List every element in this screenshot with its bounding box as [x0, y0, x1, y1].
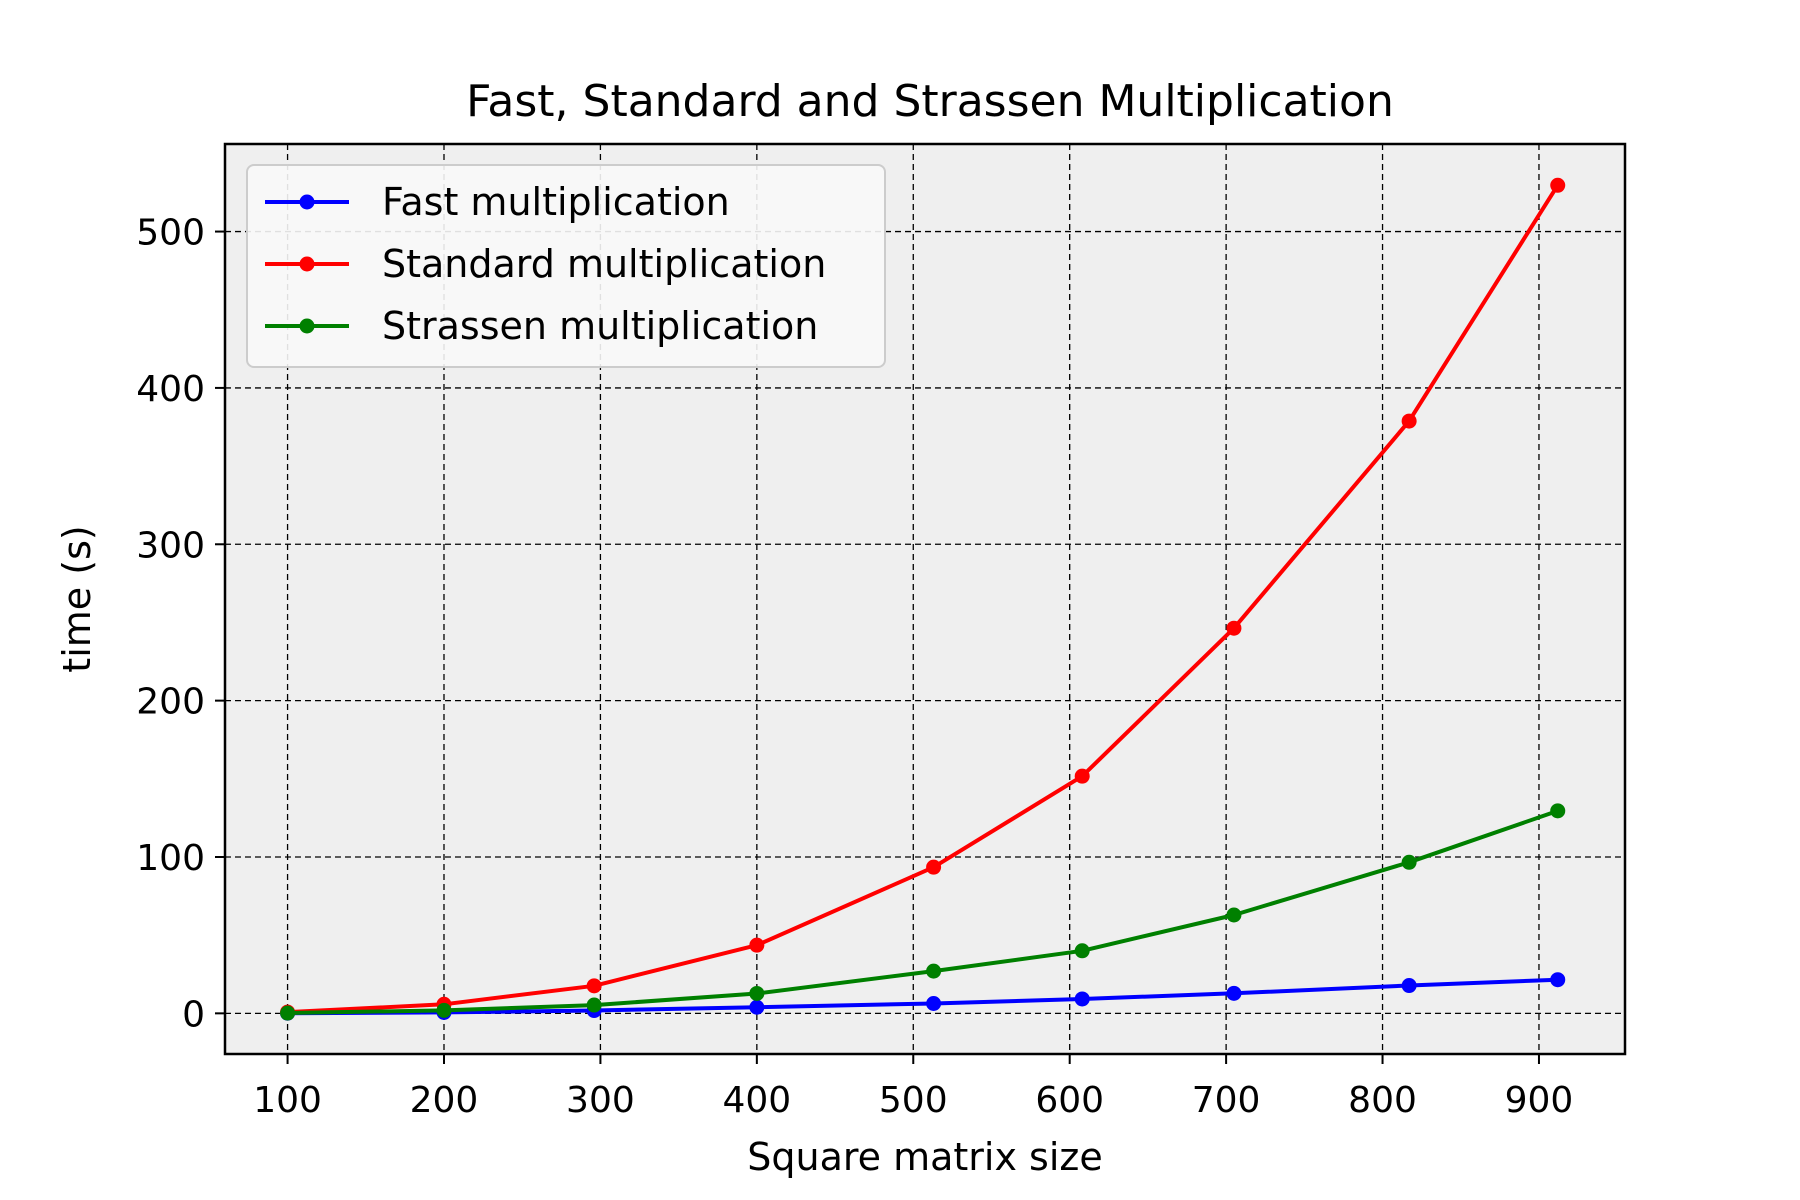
plot-frame — [223, 142, 1627, 1056]
data-point — [1226, 620, 1242, 636]
legend-entry: Standard multiplication — [265, 242, 826, 286]
x-tick-label: 600 — [1035, 1080, 1104, 1121]
y-tick-label: 500 — [136, 213, 205, 254]
data-point — [586, 978, 602, 994]
series-group — [280, 177, 1566, 1021]
data-point — [586, 997, 602, 1013]
data-point — [1226, 907, 1242, 923]
series-strassen — [280, 803, 1566, 1021]
data-point — [1401, 854, 1417, 870]
chart-title: Fast, Standard and Strassen Multiplicati… — [466, 76, 1394, 127]
data-point — [1401, 978, 1417, 994]
x-tick-label: 300 — [566, 1080, 635, 1121]
data-point — [926, 995, 942, 1011]
x-axis-label: Square matrix size — [747, 1135, 1103, 1179]
data-point — [436, 1002, 452, 1018]
data-point — [280, 1005, 296, 1021]
legend-label: Standard multiplication — [382, 242, 826, 286]
legend-entry: Strassen multiplication — [265, 304, 818, 348]
x-tick-label: 100 — [253, 1080, 322, 1121]
axis-ticks: 100 200 300 400 500 600 700 800 900 0 100 200 300 400… — [136, 213, 1573, 1121]
x-tick-label: 400 — [722, 1080, 791, 1121]
data-point — [749, 937, 765, 953]
y-axis-label: time (s) — [55, 525, 99, 672]
data-point — [1226, 985, 1242, 1001]
data-point — [1074, 943, 1090, 959]
y-tick-label: 200 — [136, 682, 205, 723]
legend-swatch-marker — [299, 256, 315, 272]
y-tick-label: 0 — [182, 994, 205, 1035]
data-point — [749, 985, 765, 1001]
x-tick-label: 500 — [879, 1080, 948, 1121]
data-point — [1401, 413, 1417, 429]
x-tick-label: 700 — [1192, 1080, 1261, 1121]
data-point — [749, 999, 765, 1015]
y-tick-label: 300 — [136, 525, 205, 566]
grid — [225, 144, 1625, 1054]
x-tick-label: 200 — [410, 1080, 479, 1121]
x-tick-label: 900 — [1505, 1080, 1574, 1121]
legend: Fast multiplication Standard multiplicati… — [246, 164, 886, 368]
legend-box — [246, 164, 886, 368]
legend-label: Strassen multiplication — [382, 304, 818, 348]
data-point — [1550, 177, 1566, 193]
legend-entry: Fast multiplication — [265, 180, 730, 224]
data-point — [1550, 972, 1566, 988]
legend-swatch-marker — [299, 318, 315, 334]
data-point — [1074, 991, 1090, 1007]
data-point — [926, 859, 942, 875]
x-tick-label: 800 — [1348, 1080, 1417, 1121]
data-point — [1074, 768, 1090, 784]
y-tick-label: 100 — [136, 838, 205, 879]
legend-label: Fast multiplication — [382, 180, 730, 224]
y-tick-label: 400 — [136, 369, 205, 410]
data-point — [926, 963, 942, 979]
data-point — [1550, 803, 1566, 819]
legend-swatch-marker — [299, 194, 315, 210]
